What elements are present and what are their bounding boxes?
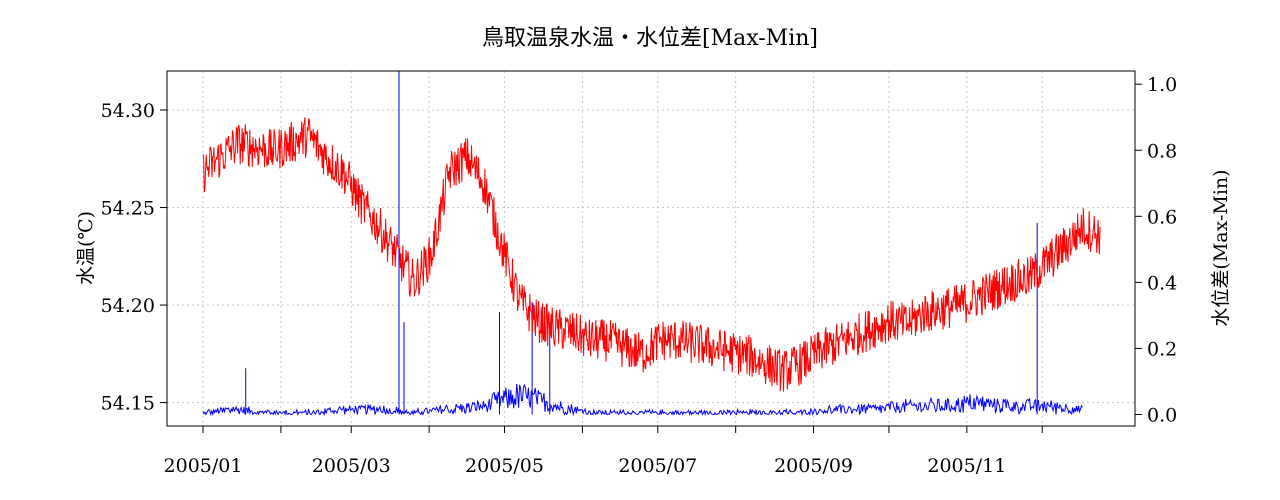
y-tick-label-left: 54.15 [101, 393, 155, 415]
x-tick-label: 2005/01 [164, 455, 243, 477]
y-axis-label-left: 水温(℃) [75, 211, 97, 285]
grid [167, 71, 1135, 426]
y-tick-label-right: 0.8 [1147, 140, 1177, 162]
axes: 54.15 54.20 54.25 54.30 0.0 0.2 0.4 0.6 0.8 1.0 20… [101, 74, 1178, 477]
y-tick-label-left: 54.25 [101, 198, 155, 220]
x-tick-label: 2005/09 [774, 455, 853, 477]
series-line-water-level [202, 383, 1083, 417]
series-layer [202, 71, 1101, 417]
x-tick-label: 2005/03 [312, 455, 391, 477]
y-axis-label-right: 水位差(Max-Min) [1210, 169, 1232, 326]
series-line-water-temperature [202, 117, 1101, 392]
x-tick-label: 2005/11 [927, 455, 1006, 477]
y-tick-label-left: 54.30 [101, 100, 155, 122]
y-tick-label-right: 0.0 [1147, 404, 1177, 426]
y-tick-label-left: 54.20 [101, 295, 155, 317]
y-tick-label-right: 1.0 [1147, 74, 1177, 96]
x-tick-label: 2005/05 [465, 455, 544, 477]
x-tick-label: 2005/07 [618, 455, 697, 477]
chart-title: 鳥取温泉水温・水位差[Max-Min] [482, 26, 818, 51]
plot-frame [166, 70, 1136, 427]
y-tick-label-right: 0.2 [1147, 338, 1177, 360]
y-tick-label-right: 0.6 [1147, 206, 1177, 228]
y-tick-label-right: 0.4 [1147, 272, 1177, 294]
